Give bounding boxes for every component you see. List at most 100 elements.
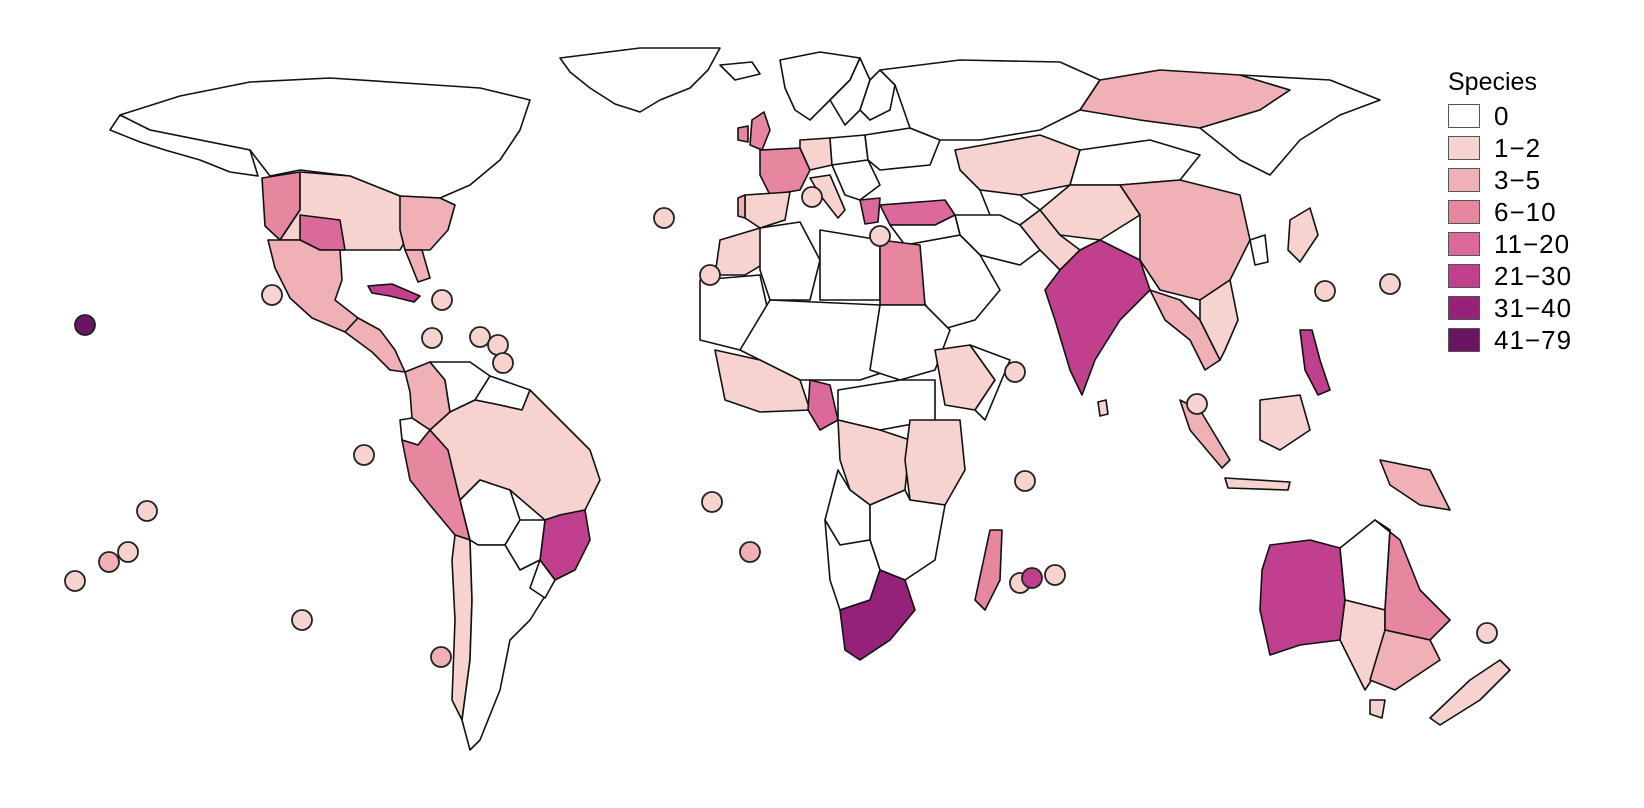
legend-swatch <box>1448 264 1480 288</box>
island-marker <box>1014 470 1036 492</box>
region-cameroon <box>807 379 839 431</box>
region-new-zealand <box>1429 659 1511 726</box>
island-marker <box>487 334 509 356</box>
legend-label: 41−79 <box>1494 324 1573 355</box>
region-algeria <box>759 221 821 301</box>
region-borneo <box>1259 394 1311 451</box>
island-marker <box>430 646 452 668</box>
region-iraq-syria <box>889 214 961 246</box>
island-marker <box>431 289 453 311</box>
legend-label: 11−20 <box>1494 228 1571 259</box>
island-marker <box>74 314 96 336</box>
region-somalia <box>969 344 1011 421</box>
region-egypt <box>879 239 926 306</box>
island-marker <box>1314 280 1336 302</box>
legend-swatch <box>1448 296 1480 320</box>
legend-row: 1−2 <box>1448 132 1628 164</box>
region-argentina <box>461 539 556 751</box>
island-marker <box>117 541 139 563</box>
region-spain <box>744 191 791 229</box>
island-marker <box>869 225 891 247</box>
island-marker <box>492 352 514 374</box>
region-balkans <box>831 159 881 201</box>
island-markers <box>64 186 1498 668</box>
region-vietnam <box>1199 279 1239 361</box>
region-kenya-tanzania <box>904 419 966 506</box>
region-iceland <box>719 61 761 81</box>
region-nsw-victoria <box>1369 629 1441 691</box>
region-korea <box>1249 234 1269 266</box>
region-philippines <box>1299 329 1331 396</box>
legend-label: 31−40 <box>1494 292 1573 323</box>
map-legend: Species 0 1−2 3−5 6−10 11−20 21−30 31−40 41−79 <box>1448 68 1628 356</box>
island-marker <box>801 186 823 208</box>
region-mongolia <box>1069 139 1201 186</box>
region-russia-east <box>1199 74 1381 176</box>
region-usa-east <box>399 195 456 251</box>
region-germany <box>799 137 833 171</box>
island-marker <box>291 609 313 631</box>
region-java <box>1224 477 1291 491</box>
island-marker <box>1379 273 1401 295</box>
region-western-australia <box>1259 539 1346 656</box>
legend-swatch <box>1448 136 1480 160</box>
region-japan <box>1287 207 1319 263</box>
island-marker <box>353 444 375 466</box>
legend-row: 0 <box>1448 100 1628 132</box>
region-sudan <box>869 304 951 381</box>
island-marker <box>699 264 721 286</box>
region-greece <box>859 197 881 225</box>
legend-row: 3−5 <box>1448 164 1628 196</box>
island-marker <box>653 207 675 229</box>
land-regions <box>109 47 1511 751</box>
legend-swatch <box>1448 104 1480 128</box>
legend-label: 21−30 <box>1494 260 1573 291</box>
region-russia-west <box>879 59 1101 141</box>
island-marker <box>98 551 120 573</box>
legend-swatch <box>1448 328 1480 352</box>
island-marker <box>739 541 761 563</box>
region-cuba <box>367 283 421 303</box>
legend-label: 1−2 <box>1494 132 1542 163</box>
region-usa-florida <box>404 249 431 283</box>
legend-rows: 0 1−2 3−5 6−10 11−20 21−30 31−40 41−79 <box>1448 100 1628 356</box>
legend-swatch <box>1448 200 1480 224</box>
legend-row: 11−20 <box>1448 228 1628 260</box>
region-ireland <box>737 125 749 143</box>
region-uruguay <box>529 559 556 599</box>
legend-title: Species <box>1448 68 1537 96</box>
island-marker <box>136 500 158 522</box>
island-marker <box>1004 361 1026 383</box>
region-alaska <box>109 114 259 177</box>
island-marker <box>469 326 491 348</box>
region-zambia-mozambique <box>869 489 946 581</box>
island-marker <box>261 284 283 306</box>
legend-label: 6−10 <box>1494 196 1557 227</box>
legend-row: 21−30 <box>1448 260 1628 292</box>
region-central-america <box>344 317 406 373</box>
region-kazakhstan <box>954 134 1081 196</box>
region-uk <box>749 111 771 151</box>
region-mexico <box>267 239 359 333</box>
island-marker <box>1044 564 1066 586</box>
legend-row: 31−40 <box>1448 292 1628 324</box>
region-tasmania <box>1369 699 1386 719</box>
island-marker <box>1021 567 1043 589</box>
legend-row: 6−10 <box>1448 196 1628 228</box>
region-new-guinea <box>1379 459 1451 511</box>
island-marker <box>1186 393 1208 415</box>
region-northern-territory <box>1339 519 1391 611</box>
legend-swatch <box>1448 168 1480 192</box>
legend-row: 41−79 <box>1448 324 1628 356</box>
island-marker <box>1476 622 1498 644</box>
region-greenland <box>559 47 721 113</box>
region-madagascar <box>974 529 1003 611</box>
legend-label: 0 <box>1494 100 1510 131</box>
island-marker <box>421 327 443 349</box>
region-portugal <box>737 194 746 219</box>
region-india <box>1044 239 1151 396</box>
island-marker <box>64 570 86 592</box>
legend-swatch <box>1448 232 1480 256</box>
region-south-africa <box>839 569 916 661</box>
